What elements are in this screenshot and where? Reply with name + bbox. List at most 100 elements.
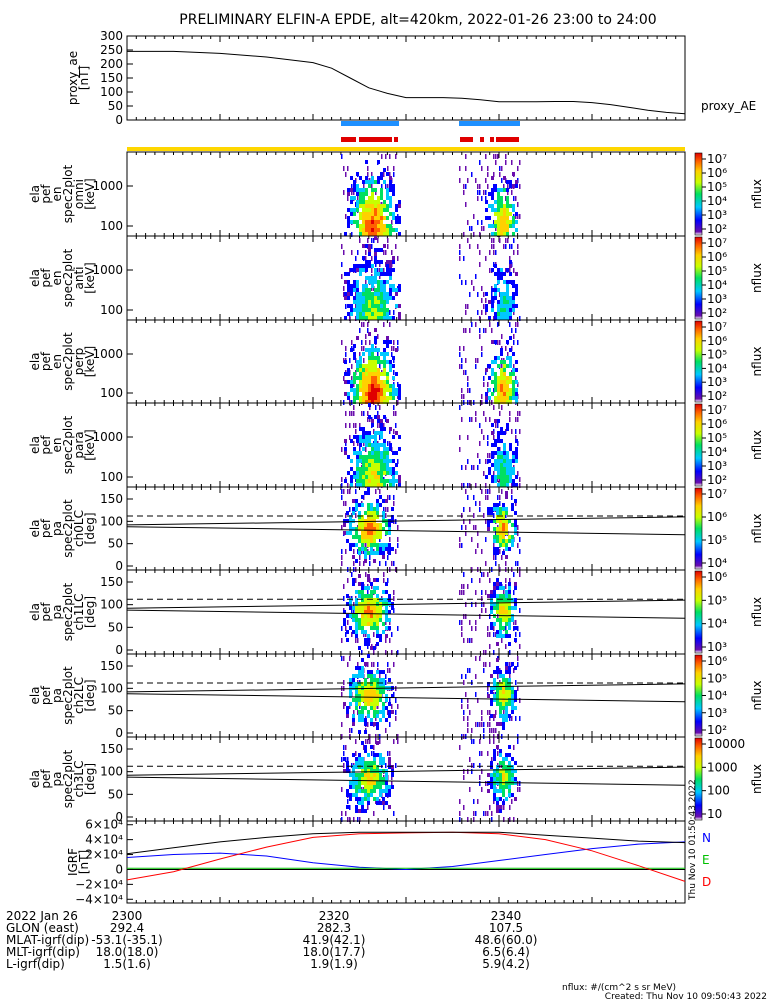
spectrogram-cell (364, 809, 367, 813)
spectrogram-cell (499, 763, 501, 768)
spectrogram-cell (487, 453, 489, 458)
spectrogram-cell (370, 610, 373, 614)
colorbar-2 (694, 236, 703, 320)
spectrogram-cell (511, 523, 514, 527)
spectrogram-cell (494, 184, 497, 188)
spectrogram-cell (496, 511, 499, 515)
spectrogram-cell (467, 459, 469, 464)
spectrogram-cell (398, 447, 401, 451)
spectrogram-cell (371, 176, 374, 180)
igrf-ylabel-line-0: IGRF (66, 848, 80, 876)
spectrogram-cell (459, 537, 461, 542)
en-spec2plot-omni-ylabel-line-1: pef (39, 184, 53, 204)
spectrogram-cell (350, 479, 353, 483)
spectrogram-cell (500, 348, 503, 352)
spectrogram-cell (499, 706, 502, 710)
spectrogram-cell (490, 765, 493, 769)
spectrogram-cell (377, 459, 380, 463)
spectrogram-cell (365, 264, 368, 268)
spectrogram-cell (505, 539, 508, 543)
spectrogram-cell (393, 590, 395, 595)
spectrogram-cell (365, 348, 368, 352)
spectrogram-cell (398, 200, 401, 204)
spectrogram-cell (355, 483, 357, 488)
spectrogram-blob-b (485, 336, 518, 404)
colorbar-tick-label: 10² (707, 222, 727, 236)
spectrogram-cell (511, 765, 514, 769)
spectrogram-cell (490, 785, 493, 789)
spectrogram-cell (467, 584, 469, 589)
spectrogram-cell (359, 212, 362, 216)
spectrogram-cell (497, 208, 500, 212)
spectrogram-cell (499, 686, 502, 690)
spectrogram-cell (367, 487, 370, 491)
spectrogram-cell (487, 789, 490, 793)
spectrogram-cell (497, 431, 500, 435)
en-spec2plot-anti-ylabel-line-2: en (50, 271, 64, 286)
spectrogram-cell (371, 423, 374, 427)
spectrogram-cell (355, 682, 358, 686)
spectrogram-cell (499, 523, 502, 527)
footer-row-value: 1.5(1.6) (103, 957, 151, 971)
spectrogram-cell (493, 799, 495, 804)
spectrogram-cell (383, 360, 386, 364)
spectrogram-cell (385, 513, 387, 518)
spectrogram-cell (367, 634, 370, 638)
pa-spec2plot-ch0LC-ylabel-line-1: pef (39, 518, 53, 538)
spectrogram-cell (505, 777, 508, 781)
spectrogram-cell (370, 543, 373, 547)
spectrogram-cell (489, 805, 491, 810)
spectrogram-cell (395, 716, 397, 721)
spectrogram-cell (493, 594, 496, 598)
spectrogram-cell (503, 216, 506, 220)
spectrogram-cell (376, 606, 379, 610)
spectrogram-cell (370, 598, 373, 602)
spectrogram-cell (350, 284, 353, 288)
spectrogram-cell (491, 196, 494, 200)
spectrogram-cell (391, 775, 393, 780)
spectrogram-cell (365, 300, 368, 304)
spectrogram-cell (368, 483, 371, 487)
spectrogram-cell (362, 228, 365, 232)
spectrogram-cell (374, 455, 377, 459)
spectrogram-cell (364, 535, 367, 539)
spectrogram-cell (355, 535, 358, 539)
spectrogram-cell (395, 292, 398, 296)
spectrogram-cell (364, 539, 367, 543)
spectrogram-cell (509, 220, 512, 224)
spectrogram-cell (479, 578, 481, 583)
spectrogram-cell (509, 212, 512, 216)
spectrogram-cell (389, 310, 391, 315)
en-spec2plot-perp-ylabel-line-5: [keV] (83, 346, 97, 377)
spectrogram-cell (367, 238, 369, 243)
spectrogram-cell (494, 292, 497, 296)
spectrogram-cell (380, 304, 383, 308)
spectrogram-cell (493, 753, 496, 757)
spectrogram-cell (361, 594, 364, 598)
spectrogram-cell (362, 435, 365, 439)
science-zone-bar-red (490, 137, 494, 142)
spectrogram-cell (500, 431, 503, 435)
spectrogram-cell (500, 272, 503, 276)
spectrogram-cell (379, 690, 382, 694)
spectrogram-cell (465, 465, 467, 470)
spectrogram-cell (465, 304, 467, 309)
spectrogram-cell (392, 471, 395, 475)
en-spec2plot-para-ylabel-line-5: [keV] (83, 429, 97, 460)
spectrogram-cell (494, 200, 497, 204)
spectrogram-cell (481, 166, 483, 171)
spectrogram-cell (368, 200, 371, 204)
spectrogram-cell (393, 561, 395, 566)
spectrogram-cell (477, 184, 479, 189)
spectrogram-cell (509, 224, 512, 228)
spectrogram-cell (497, 304, 500, 308)
spectrogram-cell (392, 216, 395, 220)
spectrogram-cell (386, 352, 389, 356)
spectrogram-cell (377, 300, 380, 304)
spectrogram-cell (370, 547, 373, 551)
spectrogram-cell (395, 154, 397, 159)
spectrogram-cell (364, 586, 367, 590)
spectrogram-cell (392, 388, 395, 392)
spectrogram-cell (362, 447, 365, 451)
spectrogram-cell (374, 439, 377, 443)
